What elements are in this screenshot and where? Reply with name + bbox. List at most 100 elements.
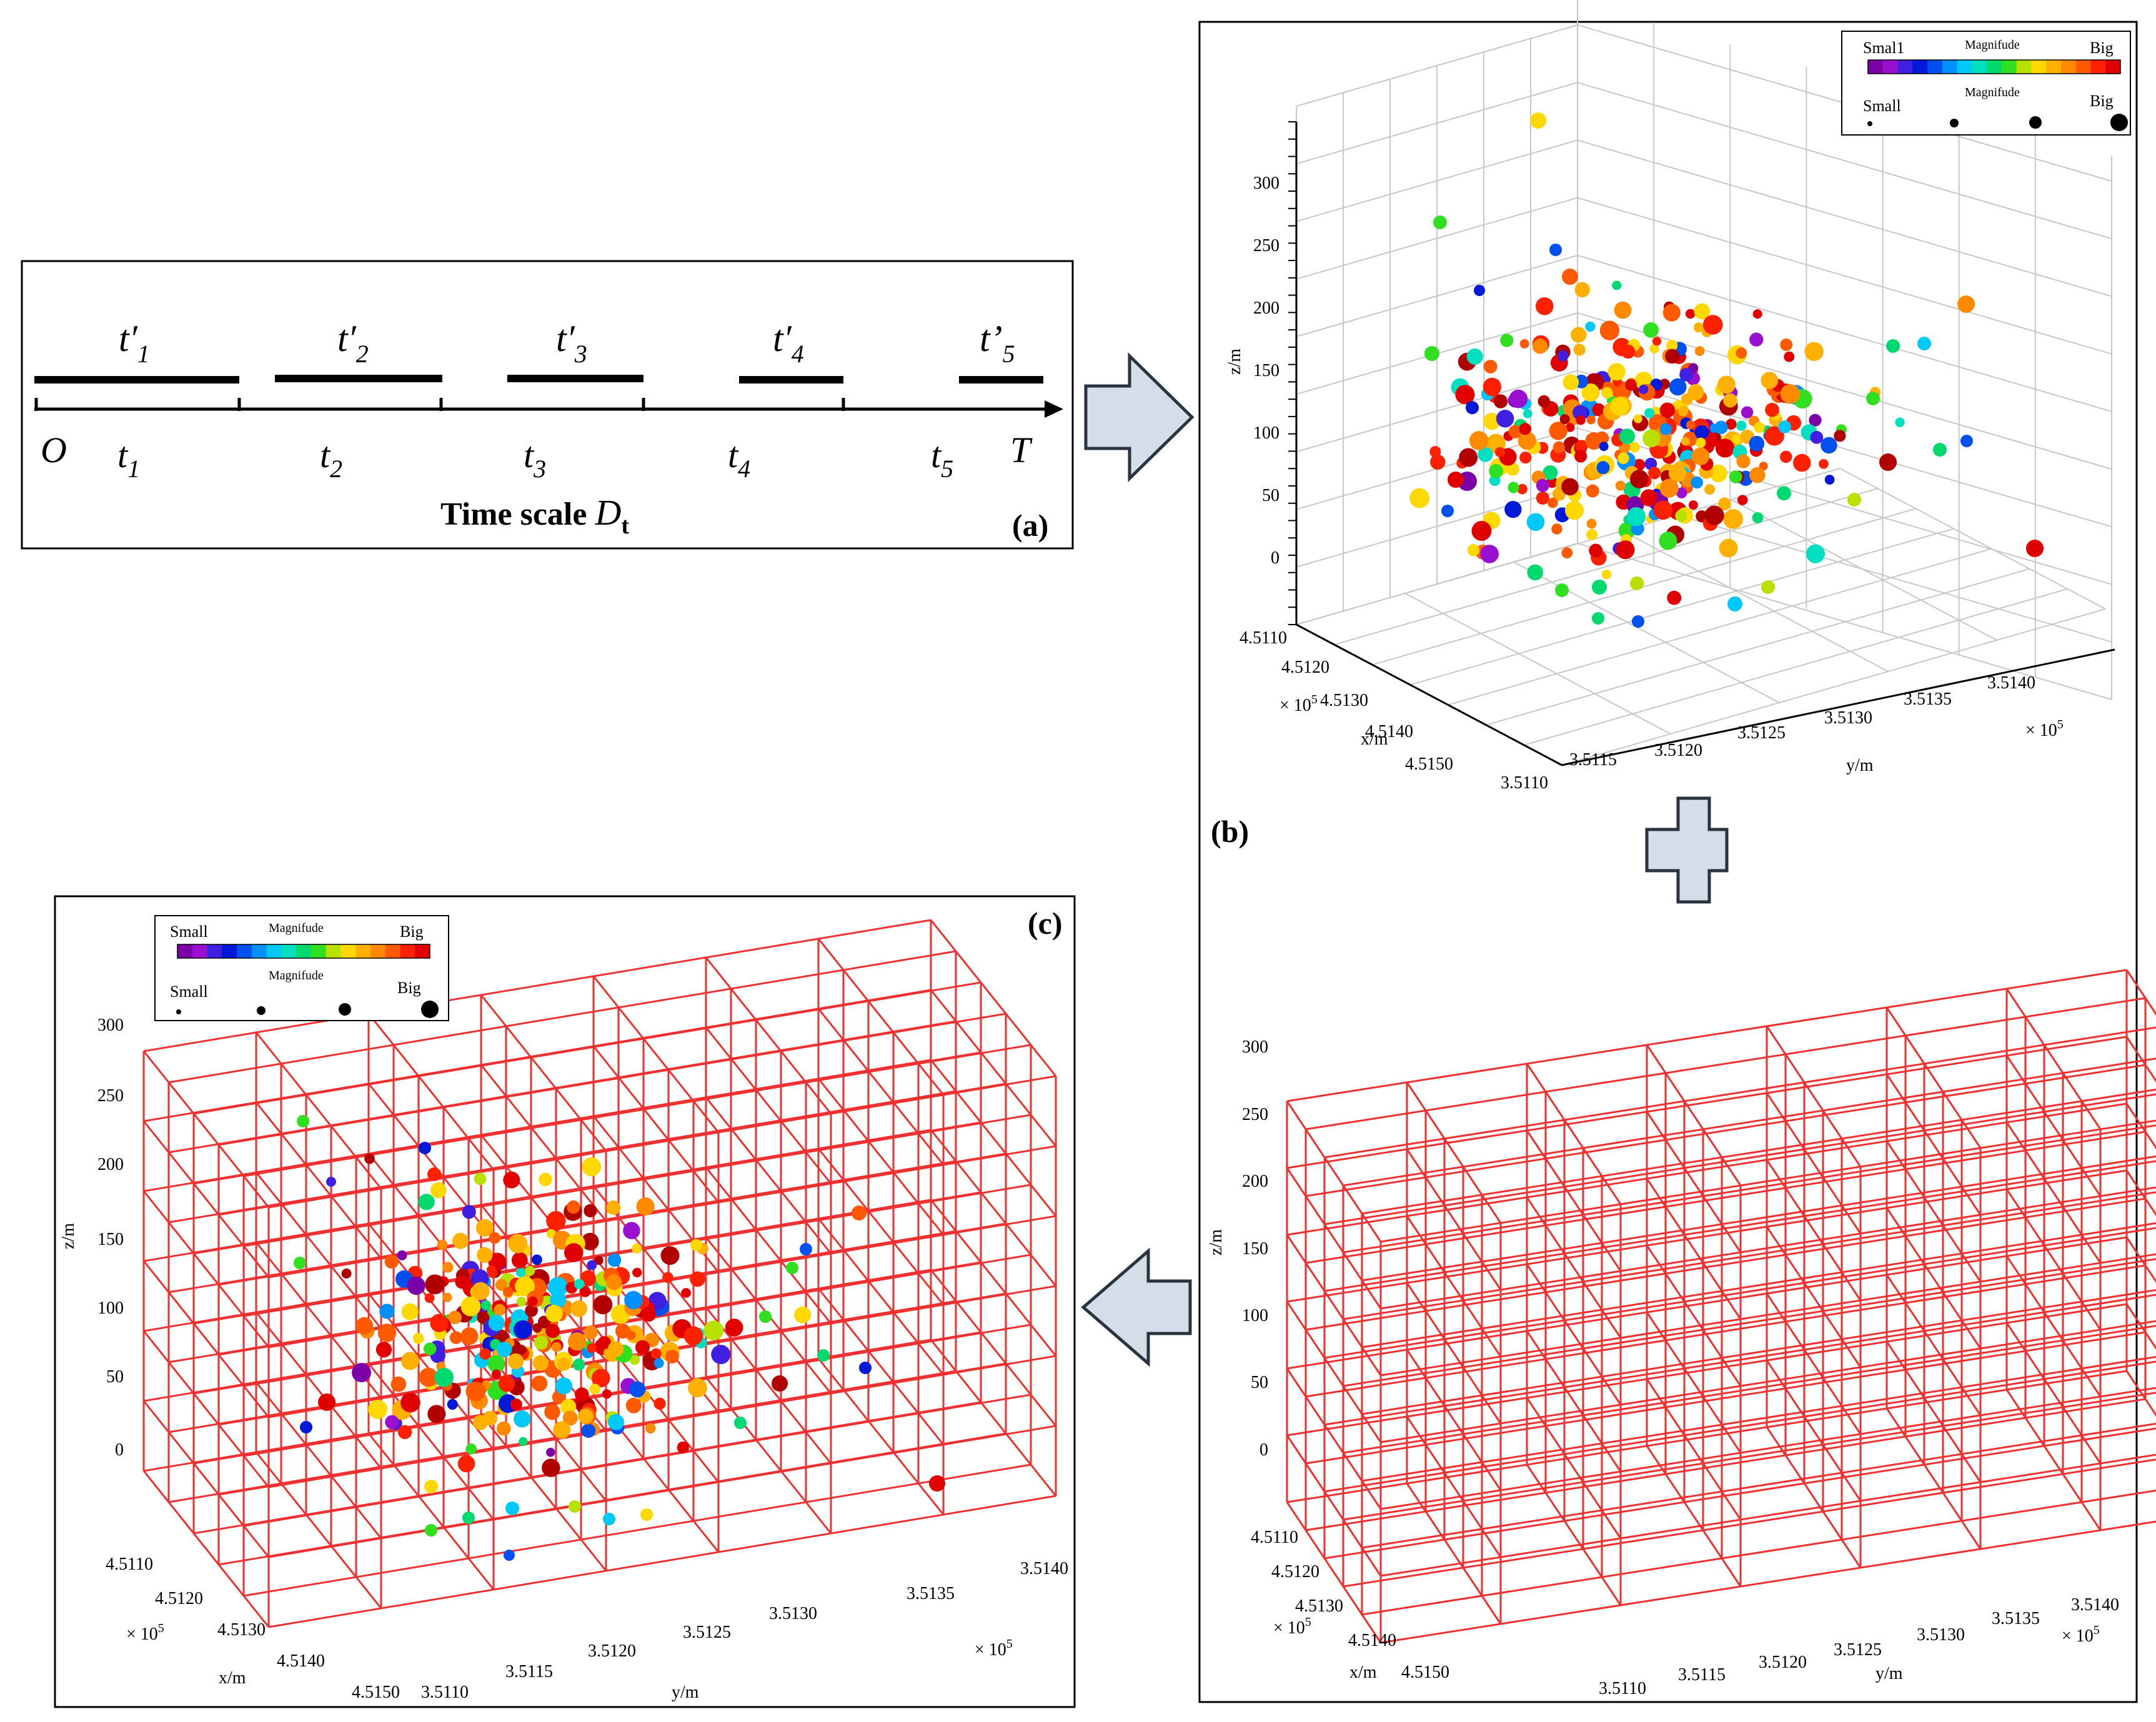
grid-line (218, 1012, 1006, 1146)
event-point (495, 1279, 508, 1291)
grid-line (243, 1114, 1031, 1247)
event-point (1804, 342, 1824, 361)
event-point (690, 1271, 705, 1287)
grid-line (1305, 1331, 2146, 1465)
grid-line (1343, 1191, 2156, 1320)
event-point (1732, 434, 1742, 445)
y-tick: 3.5110 (421, 1683, 469, 1702)
grid-line (1286, 1368, 1382, 1510)
event-point (471, 1282, 490, 1300)
colorbar-swatch (192, 944, 208, 958)
grid-line (1486, 568, 2030, 726)
grid-line (1885, 1341, 1982, 1483)
event-point (572, 1358, 585, 1371)
event-point (578, 1408, 594, 1424)
event-point (567, 1200, 580, 1214)
grid-line (1361, 1422, 2156, 1549)
event-point (1669, 378, 1687, 396)
colorbar-swatch (2001, 60, 2017, 74)
event-point (427, 1405, 446, 1423)
grid-line (142, 1330, 270, 1488)
grid-line (1324, 1026, 2156, 1159)
event-point (474, 1172, 487, 1185)
event-point (425, 1274, 445, 1295)
x-tick: 4.5120 (1281, 658, 1329, 677)
event-point (607, 1341, 624, 1357)
grid-line (243, 1254, 1031, 1387)
event-point (1665, 349, 1680, 364)
grid-line (1296, 623, 1562, 766)
grid-line (268, 1215, 1056, 1348)
grid-line (1404, 593, 1671, 735)
event-point (1717, 375, 1736, 394)
legend-magnitude-label: Magnifude (269, 921, 324, 935)
event-point (1573, 344, 1586, 356)
legend-size-dot (339, 1003, 351, 1016)
grid-line (1361, 1289, 2156, 1415)
event-point (1536, 491, 1549, 505)
event-point (397, 1250, 407, 1260)
event-point (1895, 417, 1905, 427)
grid-line (1361, 1489, 2156, 1616)
grid-line (255, 1452, 382, 1609)
event-point (665, 1350, 679, 1364)
event-point (641, 1307, 657, 1322)
event-point (629, 1354, 640, 1365)
z-tick: 50 (1262, 486, 1279, 505)
event-point (1549, 422, 1567, 440)
event-point (491, 1369, 501, 1379)
legend-size-dot (176, 1009, 181, 1014)
panel-c-red-cubes (142, 919, 1057, 1628)
event-point (1519, 423, 1531, 435)
event-point (553, 1421, 571, 1439)
event-point (1619, 428, 1636, 445)
event-point (1715, 438, 1735, 458)
event-point (516, 1297, 527, 1307)
grid-line (1646, 1378, 1742, 1520)
colorbar-swatch (370, 944, 386, 958)
event-point (1471, 521, 1492, 541)
x-multiplier: × 105 (1273, 1615, 1311, 1638)
event-point (385, 1415, 399, 1429)
event-point (1496, 410, 1514, 428)
event-point (555, 1377, 573, 1395)
event-point (1886, 339, 1900, 353)
grid-line (1406, 1282, 1502, 1424)
legend-big-label: Big (397, 979, 421, 997)
grid-line (705, 1307, 832, 1464)
event-point (1630, 470, 1649, 489)
grid-line (1380, 1387, 2156, 1510)
event-point (487, 1355, 505, 1373)
event-point (1662, 304, 1681, 322)
event-point (1676, 487, 1687, 498)
event-point (448, 1310, 462, 1325)
event-point (544, 1403, 560, 1420)
event-point (465, 1381, 486, 1402)
y-tick: 3.5120 (1654, 741, 1702, 760)
event-point (504, 1550, 515, 1561)
event-point (1639, 384, 1649, 394)
grid-red-cubes (1286, 969, 2156, 1644)
grid-line (1577, 370, 2112, 528)
grid-line (255, 1102, 382, 1259)
event-point (1681, 437, 1691, 446)
grid-line (2005, 988, 2102, 1130)
colorbar-swatch (2046, 60, 2062, 74)
event-point (1666, 339, 1678, 352)
event-point (496, 1342, 512, 1357)
event-point (606, 1274, 622, 1290)
colorbar-outline (177, 944, 430, 959)
event-point (465, 1443, 477, 1455)
colorbar-swatch (1912, 60, 1928, 74)
event-point (1448, 472, 1464, 488)
event-point (1780, 339, 1793, 351)
event-point (645, 1423, 656, 1434)
colorbar-swatch (281, 944, 297, 958)
event-point (2026, 540, 2044, 557)
grid-line (1646, 1044, 1742, 1186)
x-tick: 4.5110 (1251, 1528, 1298, 1547)
grid-line (143, 919, 931, 1052)
event-point (515, 1276, 535, 1297)
grid-line (1380, 1453, 2156, 1577)
y-tick: 3.5140 (1987, 673, 2035, 693)
